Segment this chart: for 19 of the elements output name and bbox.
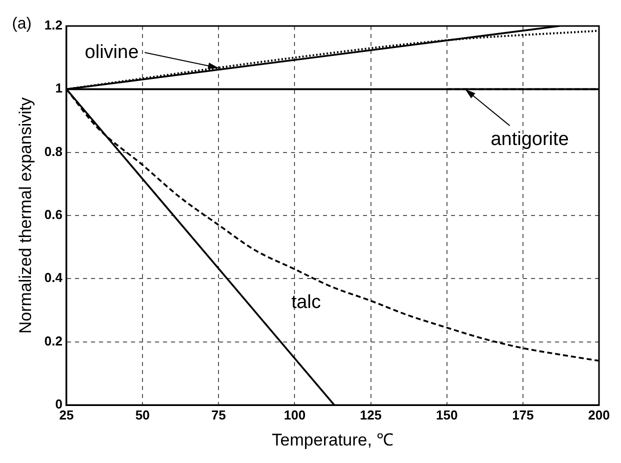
x-tick-label: 75: [211, 407, 226, 422]
annotation: talc: [291, 292, 321, 313]
y-tick-label: 0.8: [44, 144, 62, 159]
text: (a): [12, 15, 32, 32]
x-tick-label: 100: [284, 407, 306, 422]
y-tick-label: 1: [55, 80, 62, 96]
x-tick-label: 125: [360, 407, 382, 422]
x-tick-label: 175: [512, 407, 534, 422]
x-axis-title: Temperature, ℃: [272, 430, 394, 450]
y-tick-label: 0.2: [44, 333, 62, 348]
y-tick-label: 0.6: [44, 207, 62, 222]
x-tick-label: 150: [436, 407, 458, 422]
y-axis-title: Normalized thermal expansivity: [16, 96, 35, 334]
annotation: antigorite: [490, 128, 569, 150]
x-tick-label: 200: [588, 407, 610, 422]
x-tick-label: 50: [135, 407, 150, 422]
annotation: olivine: [84, 42, 139, 63]
y-tick-label: 0.4: [44, 270, 64, 286]
y-tick-label: 1.2: [44, 18, 62, 33]
